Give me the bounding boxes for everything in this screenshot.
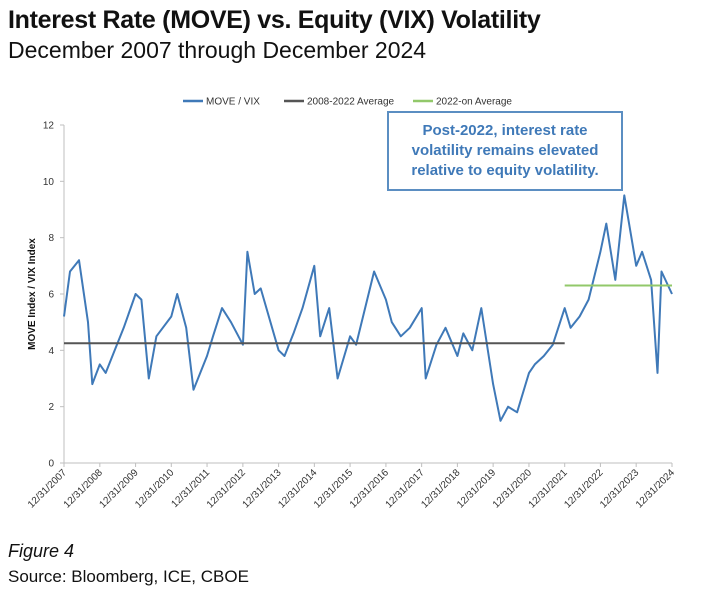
x-tick-label: 12/31/2024 — [634, 467, 677, 510]
callout-line-1: Post-2022, interest rate — [422, 122, 588, 139]
y-tick-label: 8 — [48, 233, 54, 244]
callout-line-2: volatility remains elevated — [411, 142, 599, 159]
legend-item-move-vix: MOVE / VIX — [183, 97, 260, 108]
y-tick-label: 4 — [48, 346, 54, 357]
callout-box: Post-2022, interest rate volatility rema… — [387, 111, 623, 191]
legend-item-avg-2008-2022: 2008-2022 Average — [284, 97, 395, 108]
chart-canvas: MOVE / VIX 2008-2022 Average 2022-on Avera… — [26, 97, 677, 511]
callout-line-3: relative to equity volatility. — [411, 162, 599, 179]
series-lines — [63, 194, 673, 422]
legend-label: MOVE / VIX — [206, 97, 260, 108]
y-tick-label: 2 — [48, 402, 54, 413]
move-vix-line — [63, 194, 673, 422]
legend: MOVE / VIX 2008-2022 Average 2022-on Avera… — [183, 97, 512, 108]
chart-subtitle: December 2007 through December 2024 — [8, 37, 427, 63]
y-axis-label: MOVE Index / VIX Index — [27, 238, 38, 350]
legend-label: 2008-2022 Average — [307, 97, 395, 108]
legend-label: 2022-on Average — [436, 97, 512, 108]
y-tick-label: 6 — [48, 290, 54, 301]
chart-title: Interest Rate (MOVE) vs. Equity (VIX) Vo… — [8, 6, 541, 34]
source-note: Source: Bloomberg, ICE, CBOE — [8, 567, 249, 586]
y-tick-label: 0 — [48, 459, 54, 470]
legend-item-avg-2022-on: 2022-on Average — [413, 97, 512, 108]
figure-label: Figure 4 — [8, 541, 75, 561]
y-tick-label: 10 — [43, 177, 55, 188]
y-tick-label: 12 — [43, 121, 55, 132]
